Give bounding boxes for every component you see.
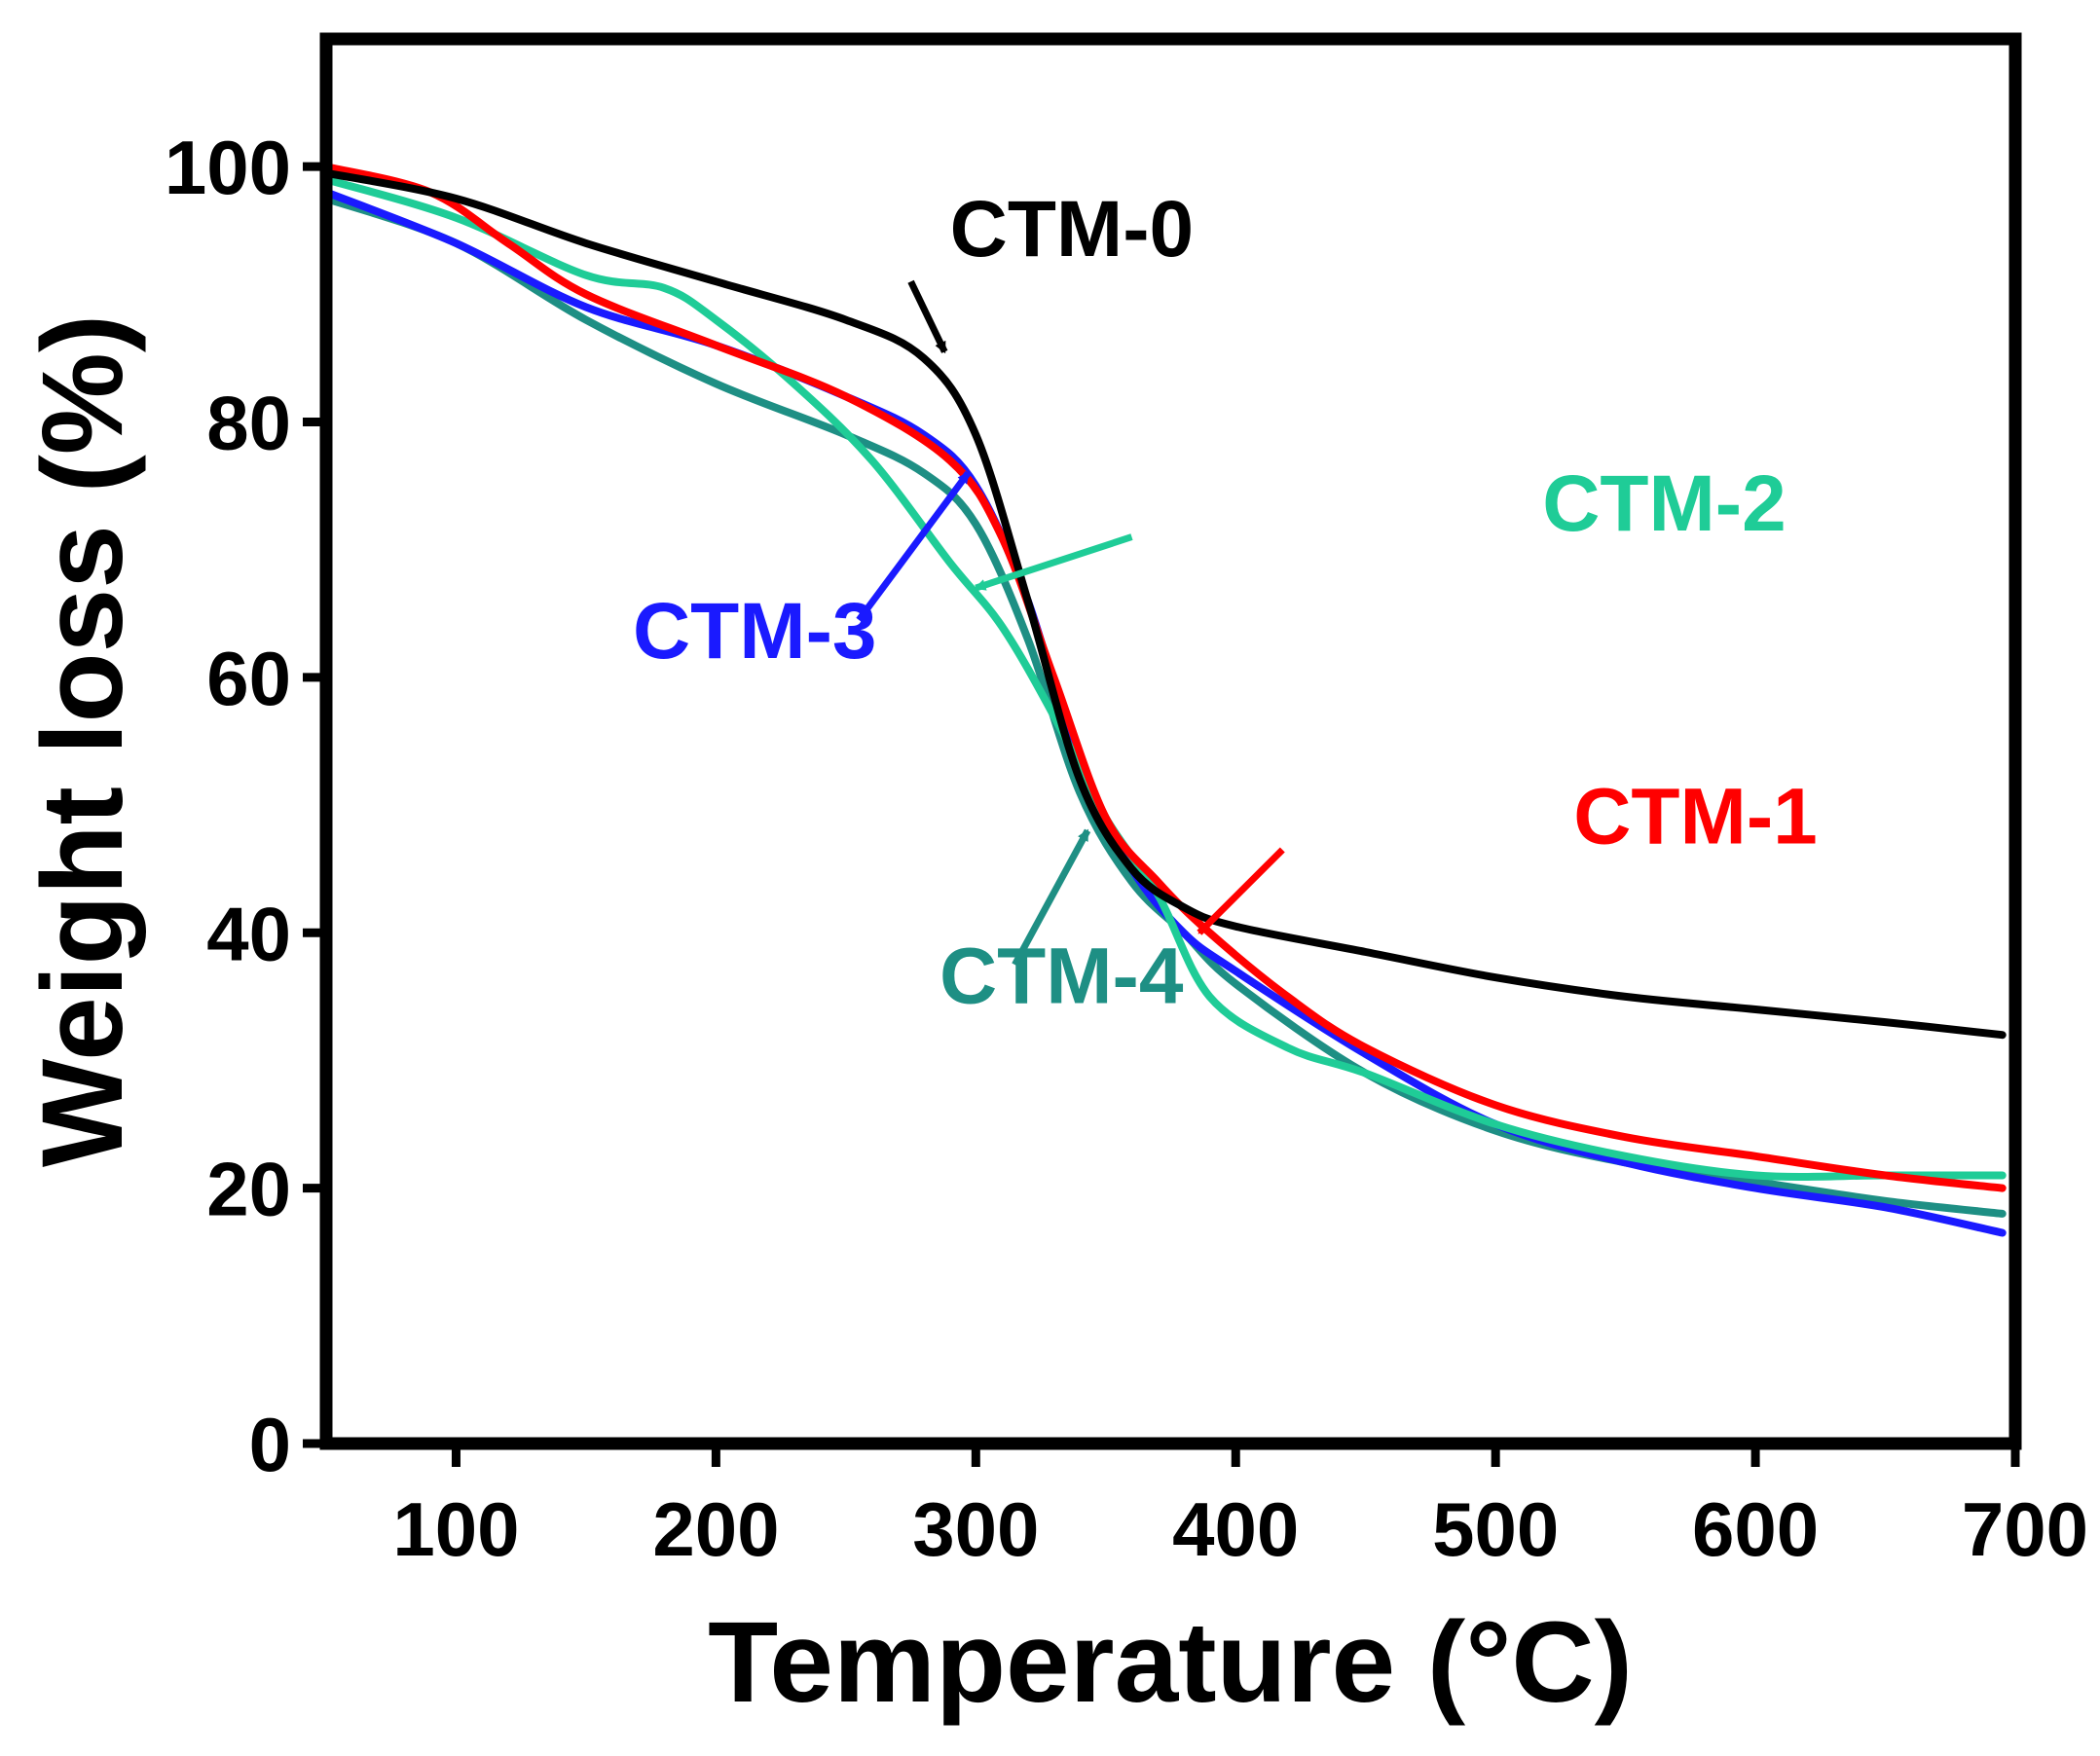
- series-label: CTM-3: [633, 587, 877, 676]
- annotation-ctm-0: CTM-0: [907, 185, 1195, 354]
- annotation-ctm-3: CTM-3: [633, 470, 972, 676]
- x-tick-label: 400: [1172, 1486, 1299, 1572]
- annotation-ctm-2: CTM-2: [974, 459, 1787, 592]
- x-tick-label: 100: [392, 1486, 519, 1572]
- x-tick-label: 300: [912, 1486, 1039, 1572]
- annotation-ctm-4: CTM-4: [939, 828, 1184, 1020]
- series-line-ctm-0: [322, 168, 2007, 1040]
- y-tick-label: 40: [206, 891, 291, 976]
- annotation-arrow: [1012, 828, 1091, 967]
- series-layer: [322, 163, 2007, 1237]
- series-line-ctm-3: [322, 188, 2007, 1237]
- y-tick-label: 20: [206, 1147, 291, 1232]
- series-line-ctm-1: [322, 163, 2007, 1192]
- annotation-arrow: [1197, 847, 1285, 935]
- annotation-arrow: [907, 279, 948, 354]
- y-tick-label: 0: [249, 1402, 291, 1487]
- y-axis: 0 20 40 60 80 100: [165, 125, 326, 1487]
- x-tick-label: 200: [652, 1486, 779, 1572]
- x-axis-title: Temperature (°C): [708, 1598, 1633, 1727]
- annotation-ctm-1: CTM-1: [1197, 772, 1818, 935]
- y-tick-label: 60: [206, 636, 291, 721]
- x-axis: 100 200 300 400 500 600 700: [392, 1444, 2088, 1572]
- plot-frame: [319, 32, 2022, 1450]
- annotation-arrow: [974, 533, 1133, 592]
- y-tick-label: 80: [206, 381, 291, 466]
- x-tick-label: 700: [1962, 1486, 2088, 1572]
- series-label: CTM-2: [1542, 459, 1787, 548]
- series-label: CTM-0: [950, 185, 1195, 274]
- annotation-arrow: [856, 470, 972, 622]
- x-tick-label: 600: [1692, 1486, 1819, 1572]
- annotation-layer: CTM-0 CTM-1 CTM-2 CTM-3 CTM-4: [633, 185, 1818, 1020]
- y-axis-title: Weight loss (%): [18, 314, 147, 1167]
- series-line-ctm-4: [322, 195, 2007, 1218]
- series-line-ctm-2: [322, 175, 2007, 1181]
- y-tick-label: 100: [165, 125, 291, 210]
- series-label: CTM-4: [939, 932, 1184, 1020]
- series-label: CTM-1: [1573, 772, 1818, 860]
- x-tick-label: 500: [1432, 1486, 1559, 1572]
